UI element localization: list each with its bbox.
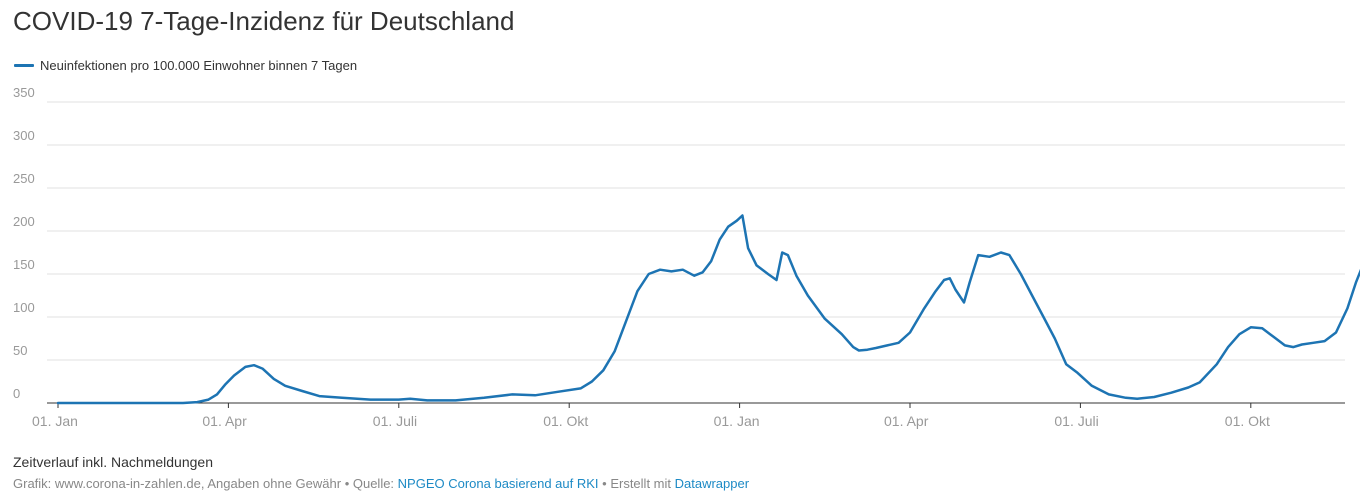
x-tick-label-6: 01. Juli (1054, 413, 1098, 429)
legend: Neuinfektionen pro 100.000 Einwohner bin… (14, 58, 357, 73)
x-tick-label-7: 01. Okt (1225, 413, 1270, 429)
y-tick-label-250: 250 (13, 171, 35, 186)
x-tick-label-1: 01. Apr (202, 413, 247, 429)
y-tick-label-0: 0 (13, 386, 20, 401)
source-link[interactable]: NPGEO Corona basierend auf RKI (397, 476, 599, 491)
chart-note: Zeitverlauf inkl. Nachmeldungen (13, 454, 213, 470)
series-line-0 (56, 214, 1360, 405)
y-tick-label-50: 50 (13, 343, 27, 358)
credit-mid: • Erstellt mit (598, 476, 675, 491)
y-tick-label-100: 100 (13, 300, 35, 315)
x-tick-label-2: 01. Juli (373, 413, 417, 429)
x-tick-label-5: 01. Apr (884, 413, 929, 429)
chart-credits: Grafik: www.corona-in-zahlen.de, Angaben… (13, 476, 749, 491)
credit-prefix: Grafik: www.corona-in-zahlen.de, Angaben… (13, 476, 398, 491)
x-tick-label-0: 01. Jan (32, 413, 78, 429)
y-tick-label-200: 200 (13, 214, 35, 229)
x-tick-label-4: 01. Jan (714, 413, 760, 429)
line-chart: 0 50 100 150 200 250 300 350 01. Jan 01. Apr 01. … (13, 85, 1360, 429)
chart-title: COVID-19 7-Tage-Inzidenz für Deutschland (13, 6, 515, 36)
y-tick-label-350: 350 (13, 85, 35, 100)
y-tick-label-300: 300 (13, 128, 35, 143)
legend-label: Neuinfektionen pro 100.000 Einwohner bin… (40, 58, 358, 73)
x-tick-label-3: 01. Okt (543, 413, 588, 429)
legend-line-swatch (14, 64, 34, 67)
y-tick-label-150: 150 (13, 257, 35, 272)
datawrapper-link[interactable]: Datawrapper (674, 476, 750, 491)
